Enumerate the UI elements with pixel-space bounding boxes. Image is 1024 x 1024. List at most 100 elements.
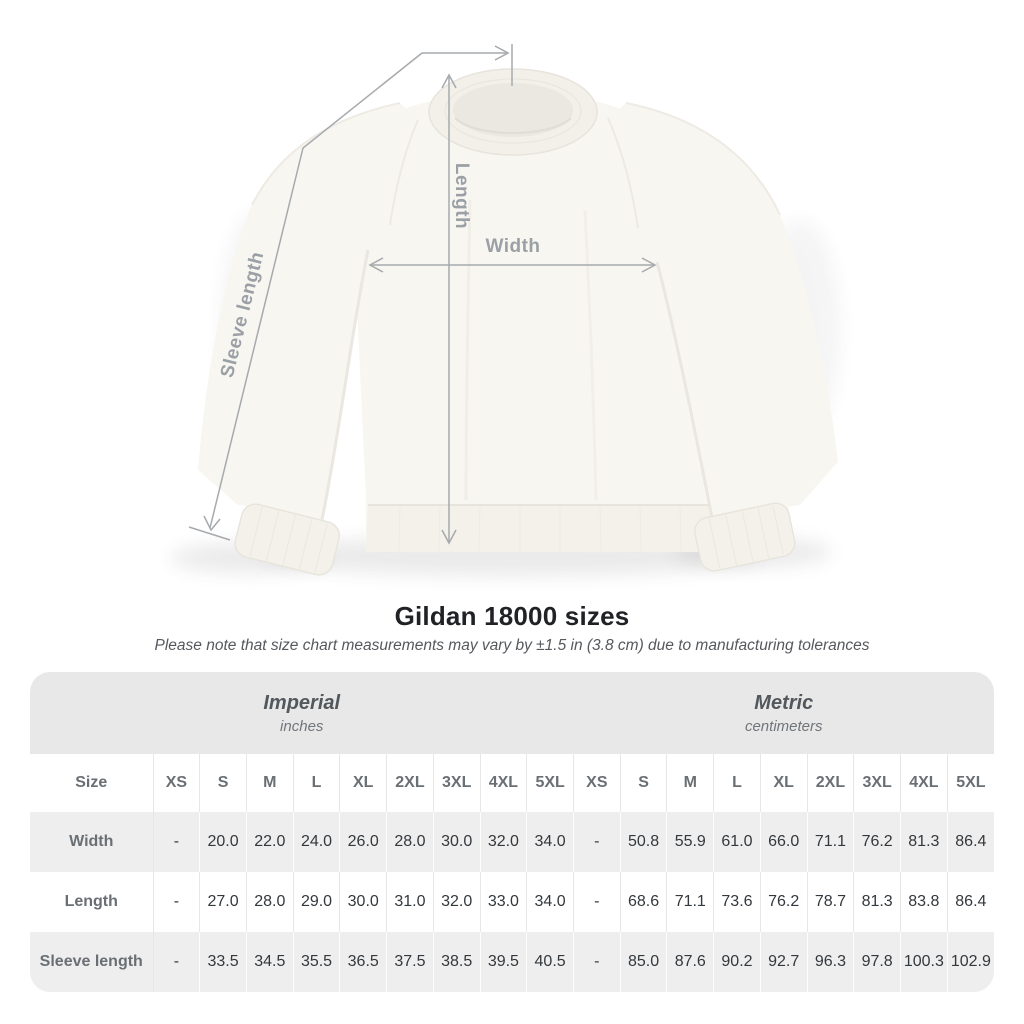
table-cell: 36.5: [339, 932, 387, 992]
size-column-header: Size: [30, 754, 153, 812]
width-label: Width: [485, 236, 540, 257]
table-cell: 71.1: [806, 812, 854, 872]
table-cell: 81.3: [853, 872, 901, 932]
right-sleeve: [607, 102, 838, 572]
table-cell: 86.4: [946, 872, 994, 932]
header-cell: 5XL: [946, 754, 994, 812]
header-cell: XL: [339, 754, 387, 812]
header-cell: S: [199, 754, 247, 812]
header-cell: 2XL: [386, 754, 434, 812]
table-cell: 90.2: [713, 932, 761, 992]
row-label: Width: [30, 812, 153, 872]
imperial-unit: inches: [280, 717, 324, 735]
table-cell: 34.0: [526, 872, 574, 932]
header-cell: 3XL: [432, 754, 481, 812]
table-cell: 39.5: [479, 932, 527, 992]
header-cell: 3XL: [853, 754, 901, 812]
metric-label: Metric: [754, 691, 814, 714]
collar: [428, 68, 598, 156]
table-cell: 24.0: [292, 812, 340, 872]
table-cell: 26.0: [339, 812, 387, 872]
table-cell: 34.0: [526, 812, 574, 872]
header-cell: S: [619, 754, 667, 812]
table-cell: 100.3: [900, 932, 948, 992]
header-cell: 4XL: [479, 754, 527, 812]
table-cell: 96.3: [806, 932, 854, 992]
table-cell: -: [572, 932, 621, 992]
table-cell: 34.5: [245, 932, 294, 992]
header-cell: XS: [572, 754, 621, 812]
length-label: Length: [451, 163, 472, 229]
table-cell: 92.7: [759, 932, 808, 992]
table-cell: 76.2: [759, 872, 808, 932]
table-cell: 85.0: [619, 932, 667, 992]
sweatshirt-diagram: Length Width Sleeve length: [170, 44, 840, 576]
table-cell: 31.0: [386, 872, 434, 932]
table-cell: -: [572, 812, 621, 872]
right-cuff: [694, 502, 796, 572]
measurement-lines: [188, 44, 657, 545]
header-cell: M: [245, 754, 294, 812]
table-cell: 32.0: [432, 872, 481, 932]
table-cell: 22.0: [245, 812, 294, 872]
table-cell: 97.8: [853, 932, 901, 992]
table-cell: 27.0: [199, 872, 247, 932]
table-cell: 86.4: [946, 812, 994, 872]
row-label: Length: [30, 872, 153, 932]
left-sleeve: [198, 102, 419, 576]
table-cell: 20.0: [199, 812, 247, 872]
left-cuff: [234, 503, 340, 576]
row-label: Sleeve length: [30, 932, 153, 992]
table-cell: 68.6: [619, 872, 667, 932]
page-title: Gildan 18000 sizes: [394, 601, 630, 631]
metric-group-header: Metric centimeters: [573, 672, 994, 754]
header-cell: XL: [759, 754, 808, 812]
table-row-width: Width - 20.0 22.0 24.0 26.0 28.0 30.0 32…: [30, 812, 994, 872]
size-table-container: Imperial inches Metric centimeters Size …: [30, 672, 994, 992]
table-row-sleeve-length: Sleeve length - 33.5 34.5 35.5 36.5 37.5…: [30, 932, 994, 992]
imperial-group-header: Imperial inches: [30, 672, 574, 754]
table-cell: 29.0: [292, 872, 340, 932]
table-cell: -: [572, 872, 621, 932]
table-cell: 38.5: [432, 932, 481, 992]
table-cell: 33.0: [479, 872, 527, 932]
metric-unit: centimeters: [744, 717, 823, 735]
unit-group-row: Imperial inches Metric centimeters: [30, 672, 994, 754]
header-cell: 5XL: [526, 754, 574, 812]
table-cell: 87.6: [666, 932, 714, 992]
table-cell: 66.0: [759, 812, 808, 872]
table-cell: 33.5: [199, 932, 247, 992]
table-cell: 28.0: [386, 812, 434, 872]
width-measure-line: [368, 257, 657, 273]
table-cell: 30.0: [432, 812, 481, 872]
table-cell: 78.7: [806, 872, 854, 932]
table-cell: 83.8: [900, 872, 948, 932]
header-cell: L: [292, 754, 340, 812]
table-cell: 102.9: [946, 932, 994, 992]
table-row-length: Length - 27.0 28.0 29.0 30.0 31.0 32.0 3…: [30, 872, 994, 932]
table-cell: 55.9: [666, 812, 714, 872]
table-cell: 28.0: [245, 872, 294, 932]
table-cell: 40.5: [526, 932, 574, 992]
table-cell: 32.0: [479, 812, 527, 872]
table-cell: 73.6: [713, 872, 761, 932]
size-header-row: Size XS S M L XL 2XL 3XL 4XL 5XL XS S M …: [30, 754, 994, 812]
table-cell: 71.1: [666, 872, 714, 932]
header-cell: XS: [152, 754, 200, 812]
size-table: Imperial inches Metric centimeters Size …: [30, 672, 994, 992]
table-cell: 81.3: [900, 812, 948, 872]
tolerance-note: Please note that size chart measurements…: [154, 637, 870, 654]
table-cell: 35.5: [292, 932, 340, 992]
table-cell: 50.8: [619, 812, 667, 872]
header-cell: L: [713, 754, 761, 812]
length-measure-line: [441, 73, 457, 545]
header-cell: 4XL: [900, 754, 948, 812]
table-cell: 61.0: [713, 812, 761, 872]
table-cell: -: [152, 812, 200, 872]
header-cell: 2XL: [806, 754, 854, 812]
table-cell: -: [152, 932, 200, 992]
imperial-label: Imperial: [263, 691, 341, 714]
sleeve-measure-line: [188, 44, 513, 541]
header-cell: M: [666, 754, 714, 812]
